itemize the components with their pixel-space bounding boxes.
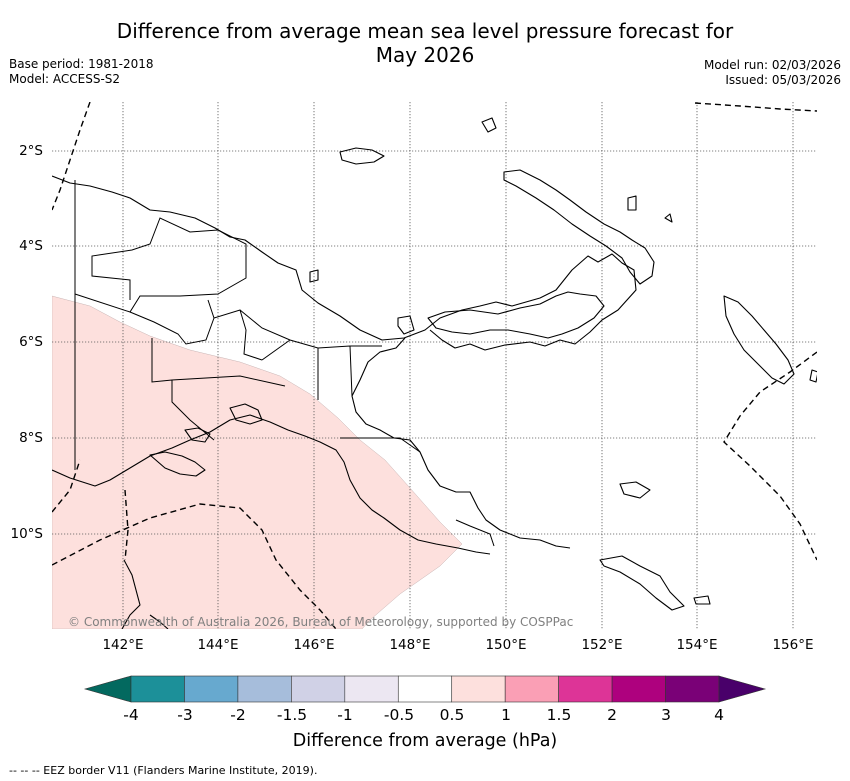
issued-text: Issued: 05/03/2026	[725, 73, 841, 87]
small-islands	[309, 117, 817, 611]
map-title: Difference from average mean sea level p…	[0, 19, 850, 67]
colorbar-extend-low	[83, 675, 132, 703]
colorbar-bin	[291, 675, 346, 703]
colorbar-bin	[558, 675, 613, 703]
colorbar-bin	[504, 675, 559, 703]
lat-label-4s: 4°S	[19, 238, 43, 254]
colorbar-tick-4: 4	[714, 706, 724, 724]
lon-label-156e: 156°E	[772, 637, 814, 653]
lon-label-150e: 150°E	[485, 637, 527, 653]
colorbar-tick-neg1: -1	[337, 706, 353, 724]
new-ireland	[503, 169, 655, 285]
western-province-border	[151, 338, 286, 441]
mainland-north-coast	[52, 175, 637, 351]
colorbar-bin	[184, 675, 239, 703]
provincial-borders	[74, 180, 495, 547]
colorbar-tick-neg3: -3	[177, 706, 193, 724]
colorbar-tick-neg1-5: -1.5	[276, 706, 308, 724]
colorbar-tick-0-5: 0.5	[439, 706, 465, 724]
colorbar-tick-neg2: -2	[230, 706, 246, 724]
model-text: Model: ACCESS-S2	[9, 72, 121, 86]
model-run-text: Model run: 02/03/2026	[703, 58, 841, 72]
graticule	[52, 102, 817, 629]
eez-east	[723, 351, 817, 561]
milne-bay-border	[455, 519, 495, 547]
map-title-line-2: May 2026	[375, 43, 475, 67]
lon-label-154e: 154°E	[676, 637, 718, 653]
base-period-text: Base period: 1981-2018	[9, 57, 154, 71]
lat-label-2s: 2°S	[19, 143, 43, 159]
colorbar-tick-2: 2	[607, 706, 617, 724]
colorbar-tick-1-5: 1.5	[546, 706, 572, 724]
eez-south	[52, 503, 337, 629]
copyright-notice: © Commonwealth of Australia 2026, Bureau…	[68, 615, 574, 629]
lon-label-148e: 148°E	[389, 637, 431, 653]
colorbar-tick-neg0-5: -0.5	[383, 706, 415, 724]
gulf-central-border	[317, 345, 421, 453]
colorbar-bin	[237, 675, 292, 703]
eez-cape-york	[124, 489, 129, 561]
colorbar-bin	[130, 675, 185, 703]
mainland-south-coast	[52, 414, 491, 555]
colorbar-tick-3: 3	[661, 706, 671, 724]
lat-label-8s: 8°S	[19, 430, 43, 446]
anomaly-shaded-region	[52, 295, 463, 629]
eez-northwest	[52, 102, 91, 211]
eez-northeast	[694, 102, 817, 112]
colorbar-extend-high	[718, 675, 767, 703]
lon-label-146e: 146°E	[293, 637, 335, 653]
eez-footnote: -- -- -- EEZ border V11 (Flanders Marine…	[9, 764, 318, 777]
lon-label-142e: 142°E	[102, 637, 144, 653]
fly-delta-islands	[149, 403, 263, 477]
colorbar	[83, 675, 767, 703]
lon-label-152e: 152°E	[581, 637, 623, 653]
coastlines	[52, 117, 817, 629]
colorbar-bin	[451, 675, 506, 703]
colorbar-bin	[665, 675, 720, 703]
bougainville	[723, 295, 795, 385]
highlands-borders	[129, 299, 319, 400]
sandaun-border	[74, 217, 247, 313]
map-title-line-1: Difference from average mean sea level p…	[116, 19, 734, 43]
new-britain	[427, 291, 605, 339]
colorbar-bin	[611, 675, 666, 703]
meta-left: Base period: 1981-2018 Model: ACCESS-S2	[9, 57, 154, 87]
colorbar-bin	[397, 675, 453, 703]
meta-right: Model run: 02/03/2026 Issued: 05/03/2026	[704, 58, 841, 88]
lon-label-144e: 144°E	[197, 637, 239, 653]
colorbar-tick-1: 1	[501, 706, 511, 724]
colorbar-tick-neg4: -4	[123, 706, 139, 724]
colorbar-label: Difference from average (hPa)	[292, 731, 558, 751]
lat-label-6s: 6°S	[19, 334, 43, 350]
manus-island	[339, 147, 385, 165]
colorbar-bin	[344, 675, 399, 703]
cape-york	[121, 559, 169, 629]
eez-borders	[52, 102, 817, 629]
lat-label-10s: 10°S	[10, 526, 44, 542]
